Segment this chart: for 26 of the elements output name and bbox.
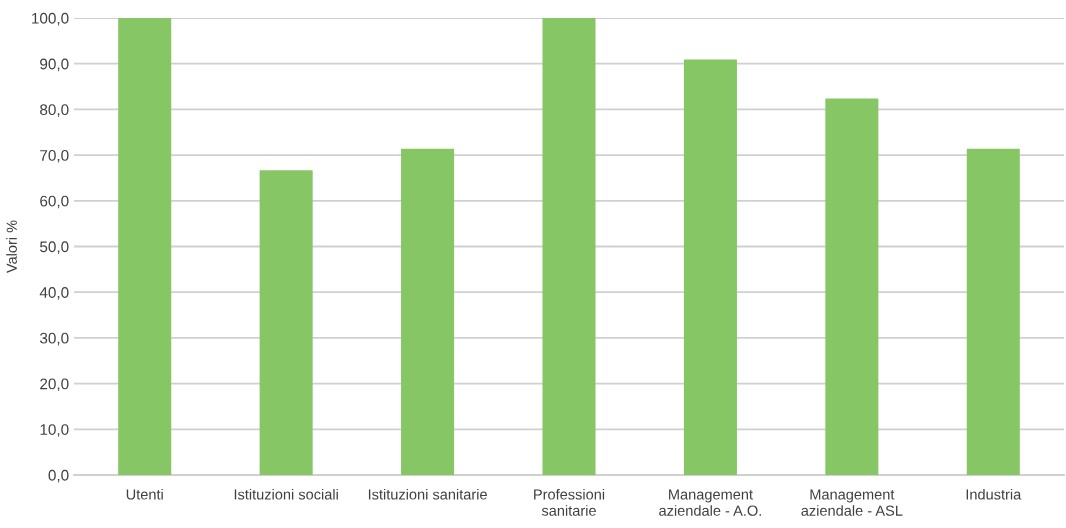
y-tick-label: 50,0 xyxy=(40,241,69,254)
y-tick-label: 0,0 xyxy=(48,469,69,483)
y-tick-label: 100,0 xyxy=(32,12,69,26)
x-tick-label: Istituzioni sociali xyxy=(234,488,338,500)
y-tick-label: 60,0 xyxy=(40,195,69,209)
x-tick-label: Utenti xyxy=(126,488,163,500)
bar xyxy=(966,148,1020,475)
y-axis-title: Valori % xyxy=(6,220,17,274)
bar xyxy=(542,18,596,475)
y-tick-label: 90,0 xyxy=(40,58,69,72)
x-tick-label: Professioni sanitarie xyxy=(534,488,605,516)
x-tick-label: Istituzioni sanitarie xyxy=(368,488,487,500)
x-tick-label: Industria xyxy=(966,488,1022,500)
bar xyxy=(118,18,172,475)
y-tick-label: 10,0 xyxy=(40,424,69,437)
y-tick-label: 70,0 xyxy=(40,149,69,163)
bar xyxy=(401,148,455,475)
y-tick-label: 20,0 xyxy=(40,378,69,392)
x-tick-label: Management aziendale - ASL xyxy=(801,489,903,516)
y-tick-label: 80,0 xyxy=(40,104,69,117)
bar xyxy=(683,59,737,475)
bar xyxy=(259,170,313,475)
bar xyxy=(825,98,879,475)
x-tick-label: Management aziendale - A.O. xyxy=(659,489,761,516)
y-tick-label: 40,0 xyxy=(39,287,69,300)
y-tick-label: 30,0 xyxy=(39,332,69,346)
